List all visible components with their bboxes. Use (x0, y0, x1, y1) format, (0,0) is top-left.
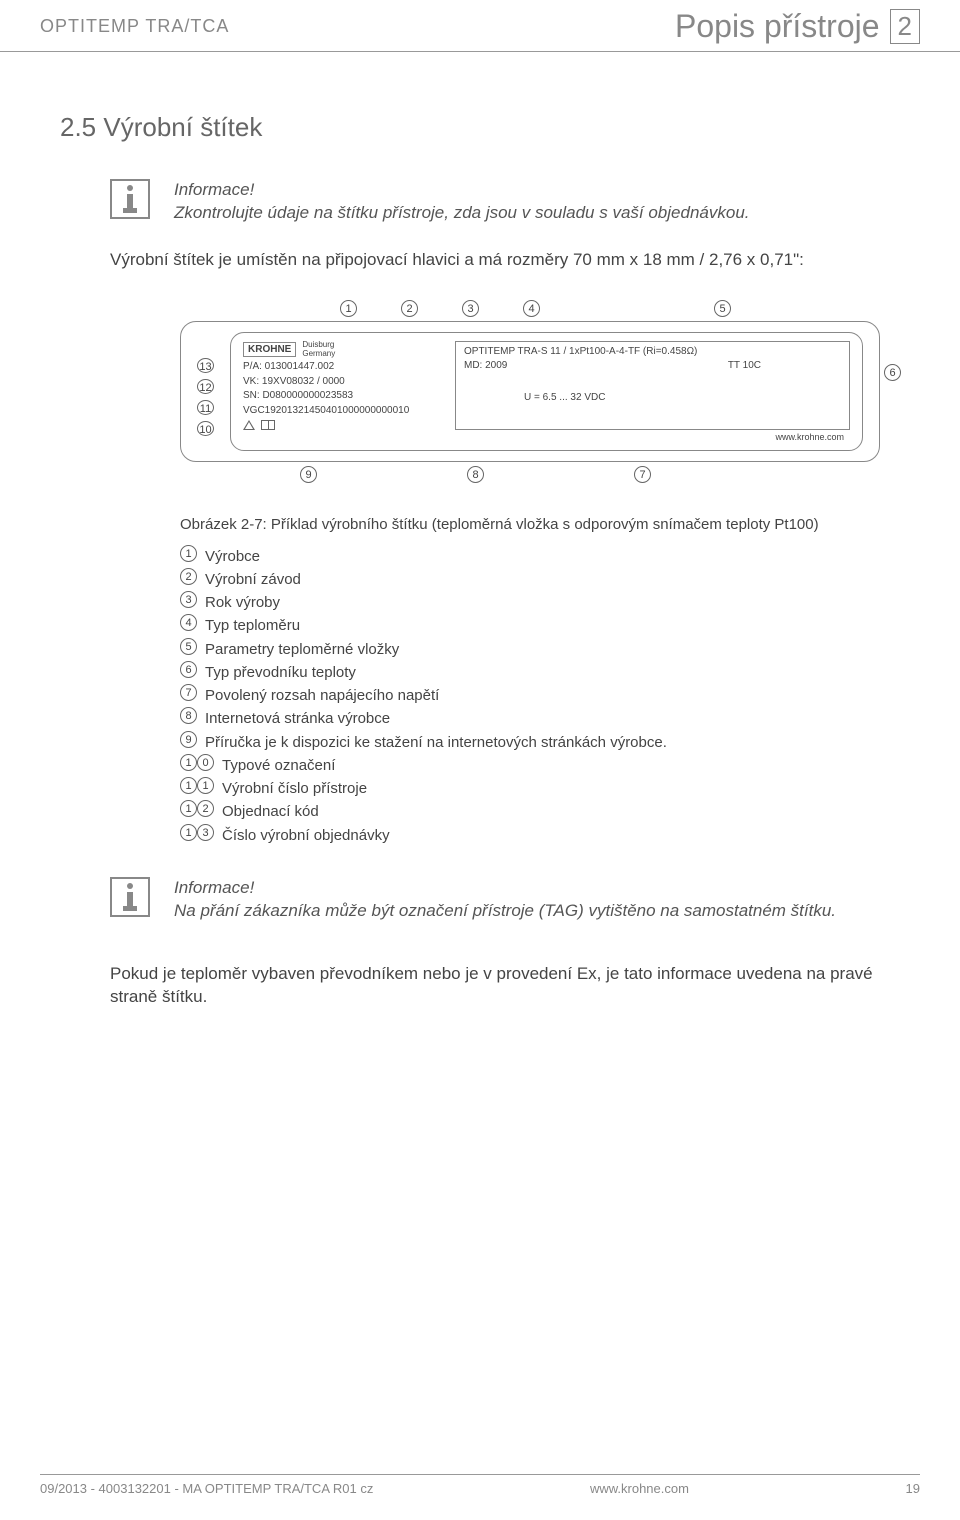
tt-line: TT 10C (728, 359, 761, 373)
body-text-2: Pokud je teploměr vybaven převodníkem ne… (110, 963, 900, 1009)
callout-8: 8 (467, 466, 484, 483)
u-line: U = 6.5 ... 32 VDC (524, 391, 841, 405)
vgc-line: VGC19201321450401000000000010 (243, 404, 443, 419)
callout-5: 5 (714, 300, 731, 317)
callout-7: 7 (634, 466, 651, 483)
page-footer: 09/2013 - 4003132201 - MA OPTITEMP TRA/T… (40, 1474, 920, 1496)
legend-11: Výrobní číslo přístroje (222, 777, 367, 800)
footer-right: 19 (906, 1481, 920, 1496)
page-header: OPTITEMP TRA/TCA Popis přístroje 2 (0, 0, 960, 52)
info2-title: Informace! (174, 878, 254, 897)
legend-9: Příručka je k dispozici ke stažení na in… (205, 731, 667, 754)
top-callouts: 1 2 3 4 5 (340, 300, 880, 317)
legend-7: Povolený rozsah napájecího napětí (205, 684, 439, 707)
header-right: Popis přístroje 2 (675, 8, 920, 45)
logo: KROHNE (243, 342, 296, 357)
callout-4: 4 (523, 300, 540, 317)
pa-line: P/A: 013001447.002 (243, 360, 443, 375)
header-chapter-box: 2 (890, 9, 920, 44)
legend-2: Výrobní závod (205, 568, 301, 591)
sn-line: SN: D080000000023583 (243, 389, 443, 404)
info1-body: Zkontrolujte údaje na štítku přístroje, … (174, 203, 750, 222)
info1-title: Informace! (174, 180, 254, 199)
callout-1: 1 (340, 300, 357, 317)
legend-1: Výrobce (205, 545, 260, 568)
legend-6: Typ převodníku teploty (205, 661, 356, 684)
model-line: OPTITEMP TRA-S 11 / 1xPt100-A-4-TF (Ri=0… (464, 345, 841, 359)
legend-4: Typ teploměru (205, 614, 300, 637)
info-block-1: Informace! Zkontrolujte údaje na štítku … (110, 179, 900, 225)
header-left: OPTITEMP TRA/TCA (40, 16, 229, 37)
nameplate-outer: 6 13 12 11 10 KROHNE (180, 321, 880, 463)
footer-center: www.krohne.com (590, 1481, 689, 1496)
callout-9: 9 (300, 466, 317, 483)
section-title: 2.5 Výrobní štítek (60, 112, 900, 143)
info-icon (110, 877, 150, 917)
info-block-2: Informace! Na přání zákazníka může být o… (110, 877, 900, 923)
info-text-2: Informace! Na přání zákazníka může být o… (174, 877, 836, 923)
callout-12: 12 (197, 379, 214, 394)
logo-country: Germany (302, 350, 335, 359)
md-line: MD: 2009 (464, 359, 507, 373)
legend: Obrázek 2-7: Příklad výrobního štítku (t… (180, 513, 900, 847)
legend-list: 1Výrobce 2Výrobní závod 3Rok výroby 4Typ… (180, 545, 900, 847)
figure-caption: Obrázek 2-7: Příklad výrobního štítku (t… (180, 513, 900, 536)
footer-left: 09/2013 - 4003132201 - MA OPTITEMP TRA/T… (40, 1481, 373, 1496)
callout-11: 11 (197, 400, 214, 415)
callout-10: 10 (197, 421, 214, 436)
vk-line: VK: 19XV08032 / 0000 (243, 375, 443, 390)
warning-icon (243, 420, 255, 430)
legend-3: Rok výroby (205, 591, 280, 614)
nameplate-diagram: 1 2 3 4 5 6 13 12 11 10 (180, 300, 880, 484)
url-line: www.krohne.com (243, 432, 844, 442)
nameplate-right-frame: OPTITEMP TRA-S 11 / 1xPt100-A-4-TF (Ri=0… (455, 341, 850, 431)
bottom-callouts: 9 8 7 (300, 466, 880, 483)
callout-2: 2 (401, 300, 418, 317)
info2-body: Na přání zákazníka může být označení pří… (174, 901, 836, 920)
header-title: Popis přístroje (675, 8, 880, 45)
callout-3: 3 (462, 300, 479, 317)
content: 2.5 Výrobní štítek Informace! Zkontroluj… (0, 52, 960, 1009)
info-icon (110, 179, 150, 219)
callout-13: 13 (197, 358, 214, 373)
legend-13: Číslo výrobní objednávky (222, 824, 390, 847)
nameplate-inner: KROHNE Duisburg Germany P/A: 013001447.0… (230, 332, 863, 452)
left-callouts: 13 12 11 10 (197, 358, 214, 436)
manual-icon (261, 420, 275, 430)
legend-5: Parametry teploměrné vložky (205, 638, 399, 661)
info-text-1: Informace! Zkontrolujte údaje na štítku … (174, 179, 750, 225)
legend-12: Objednací kód (222, 800, 319, 823)
nameplate-left-column: P/A: 013001447.002 VK: 19XV08032 / 0000 … (243, 360, 443, 418)
body-text-1: Výrobní štítek je umístěn na připojovací… (110, 249, 900, 272)
legend-8: Internetová stránka výrobce (205, 707, 390, 730)
callout-6: 6 (884, 364, 901, 381)
legend-10: Typové označení (222, 754, 335, 777)
